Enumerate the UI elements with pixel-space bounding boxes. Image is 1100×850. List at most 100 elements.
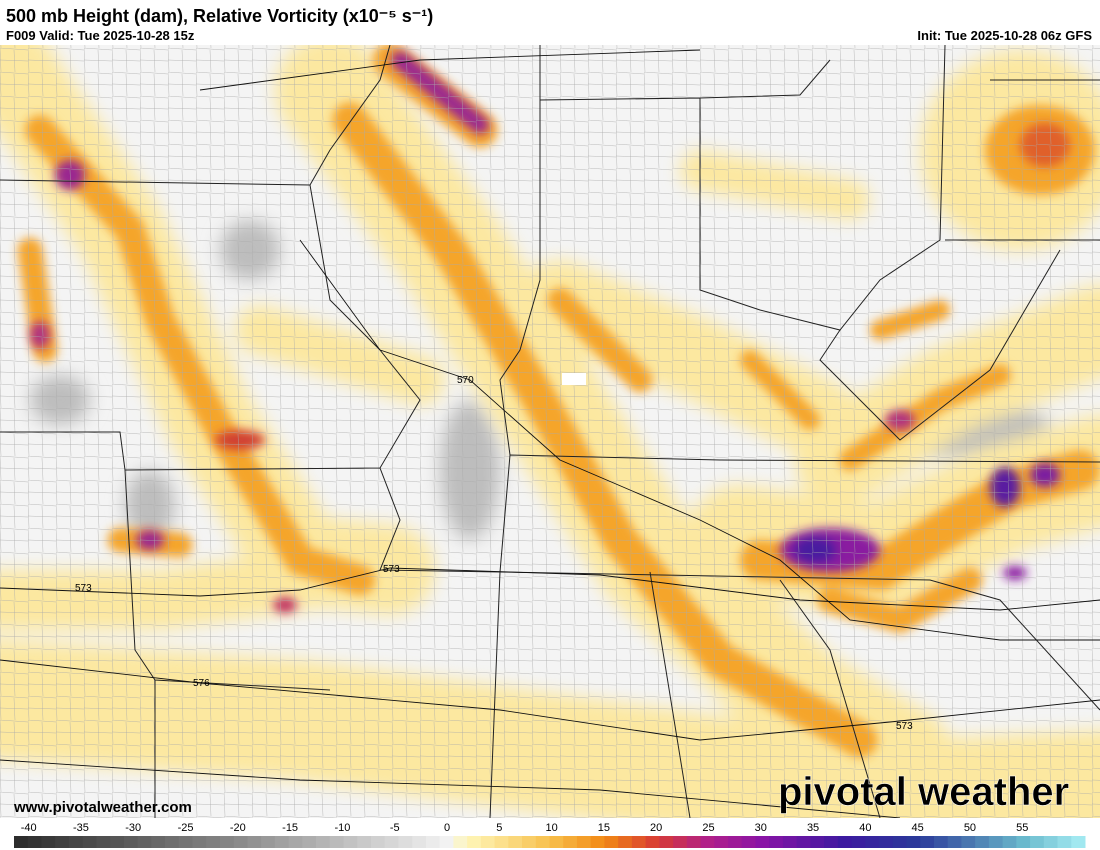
colorbar-swatch xyxy=(302,836,317,848)
colorbar-swatch xyxy=(192,836,207,848)
colorbar-swatch xyxy=(357,836,372,848)
colorbar-swatch xyxy=(741,836,756,848)
colorbar-swatch xyxy=(398,836,413,848)
colorbar-swatch xyxy=(892,836,907,848)
colorbar-tick-label: -20 xyxy=(230,822,246,834)
colorbar-swatch xyxy=(316,836,331,848)
colorbar-tick-label: 45 xyxy=(912,822,924,834)
colorbar-swatch xyxy=(1030,836,1045,848)
map-title: 500 mb Height (dam), Relative Vorticity … xyxy=(6,6,433,26)
colorbar-tick-label: -10 xyxy=(334,822,350,834)
colorbar-swatch xyxy=(563,836,578,848)
colorbar-swatch xyxy=(906,836,921,848)
colorbar-swatch xyxy=(329,836,345,848)
colorbar-swatch xyxy=(14,836,29,848)
colorbar-swatch xyxy=(384,836,399,848)
colorbar-tick-label: 15 xyxy=(598,822,610,834)
colorbar-swatch xyxy=(247,836,262,848)
colorbar-swatch xyxy=(851,836,866,848)
colorbar-tick-label: 10 xyxy=(545,822,557,834)
colorbar-tick-label: 5 xyxy=(496,822,502,834)
colorbar-swatch xyxy=(673,836,688,848)
colorbar-swatch xyxy=(947,836,962,848)
colorbar-swatch xyxy=(274,836,290,848)
colorbar-swatch xyxy=(769,836,784,848)
colorbar-swatch xyxy=(1043,836,1059,848)
colorbar-swatch xyxy=(467,836,482,848)
colorbar-swatch xyxy=(782,836,798,848)
valid-time: F009 Valid: Tue 2025-10-28 15z xyxy=(6,28,195,43)
colorbar-swatch xyxy=(728,836,743,848)
colorbar-swatch xyxy=(700,836,715,848)
colorbar-swatch xyxy=(343,836,358,848)
colorbar-swatch xyxy=(165,836,180,848)
colorbar-swatch xyxy=(920,836,935,848)
colorbar-tick-label: -25 xyxy=(178,822,194,834)
colorbar-swatch xyxy=(233,836,248,848)
colorbar-swatch xyxy=(371,836,386,848)
contour-label: 573 xyxy=(383,564,400,575)
colorbar-swatch xyxy=(82,836,97,848)
height-contours xyxy=(0,49,1100,818)
colorbar-tick-label: 50 xyxy=(964,822,976,834)
colorbar-swatch xyxy=(219,836,235,848)
colorbar-swatch xyxy=(590,836,605,848)
watermark-url: www.pivotalweather.com xyxy=(13,799,192,816)
colorbar-swatch xyxy=(412,836,427,848)
colorbar-swatch xyxy=(480,836,496,848)
colorbar-tick-label: -30 xyxy=(125,822,141,834)
colorbar-swatch xyxy=(137,836,152,848)
colorbar-swatch xyxy=(686,836,702,848)
colorbar-swatch xyxy=(110,836,125,848)
colorbar-tick-label: 55 xyxy=(1016,822,1028,834)
colorbar-swatch xyxy=(288,836,303,848)
contour-label: 576 xyxy=(193,678,210,689)
colorbar-tick-label: -40 xyxy=(21,822,37,834)
colorbar-swatch xyxy=(1016,836,1031,848)
contour-label: 570 xyxy=(457,375,474,386)
colorbar-swatch xyxy=(796,836,811,848)
colorbar-swatch xyxy=(837,836,853,848)
watermark-brand: pivotal weather xyxy=(778,770,1069,814)
colorbar-swatch xyxy=(494,836,509,848)
colorbar-swatch xyxy=(755,836,770,848)
colorbar-swatch xyxy=(714,836,729,848)
colorbar-tick-label: 35 xyxy=(807,822,819,834)
colorbar-swatch xyxy=(604,836,619,848)
colorbar-swatch xyxy=(879,836,894,848)
colorbar-swatch xyxy=(988,836,1004,848)
colorbar-swatch xyxy=(865,836,880,848)
colorbar-swatch xyxy=(123,836,139,848)
colorbar-tick-label: -5 xyxy=(390,822,400,834)
colorbar-swatch xyxy=(645,836,660,848)
county-lines xyxy=(0,45,1100,818)
colorbar-tick-label: -35 xyxy=(73,822,89,834)
colorbar-swatch xyxy=(1071,836,1086,848)
colorbar-tick-label: 0 xyxy=(444,822,450,834)
contour-label: 573 xyxy=(75,583,92,594)
colorbar-swatch xyxy=(55,836,70,848)
colorbar-swatch xyxy=(549,836,564,848)
colorbar-swatch xyxy=(975,836,990,848)
colorbar-swatch xyxy=(1002,836,1017,848)
colorbar-swatch xyxy=(659,836,674,848)
colorbar-swatch xyxy=(178,836,193,848)
colorbar-swatch xyxy=(522,836,537,848)
colorbar-swatch xyxy=(933,836,949,848)
colorbar-tick-label: 30 xyxy=(755,822,767,834)
colorbar-swatch xyxy=(261,836,276,848)
map: 570 573 573 576 573 www.pivotalweather.c… xyxy=(0,45,1100,818)
colorbar-tick-label: 20 xyxy=(650,822,662,834)
colorbar-swatch xyxy=(453,836,468,848)
colorbar-swatch xyxy=(151,836,166,848)
colorbar-tick-label: 25 xyxy=(702,822,714,834)
colorbar-swatch xyxy=(41,836,56,848)
colorbar-tick-label: -15 xyxy=(282,822,298,834)
colorbar-swatch xyxy=(439,836,454,848)
colorbar-swatch xyxy=(96,836,111,848)
colorbar-swatch xyxy=(206,836,221,848)
colorbar: -40 -35 -30 -25 -20 -15 -10 -5 0 5 10 15 20 25 30 35 40 4… xyxy=(14,822,1086,848)
colorbar-swatch xyxy=(810,836,825,848)
colorbar-swatch xyxy=(1057,836,1072,848)
